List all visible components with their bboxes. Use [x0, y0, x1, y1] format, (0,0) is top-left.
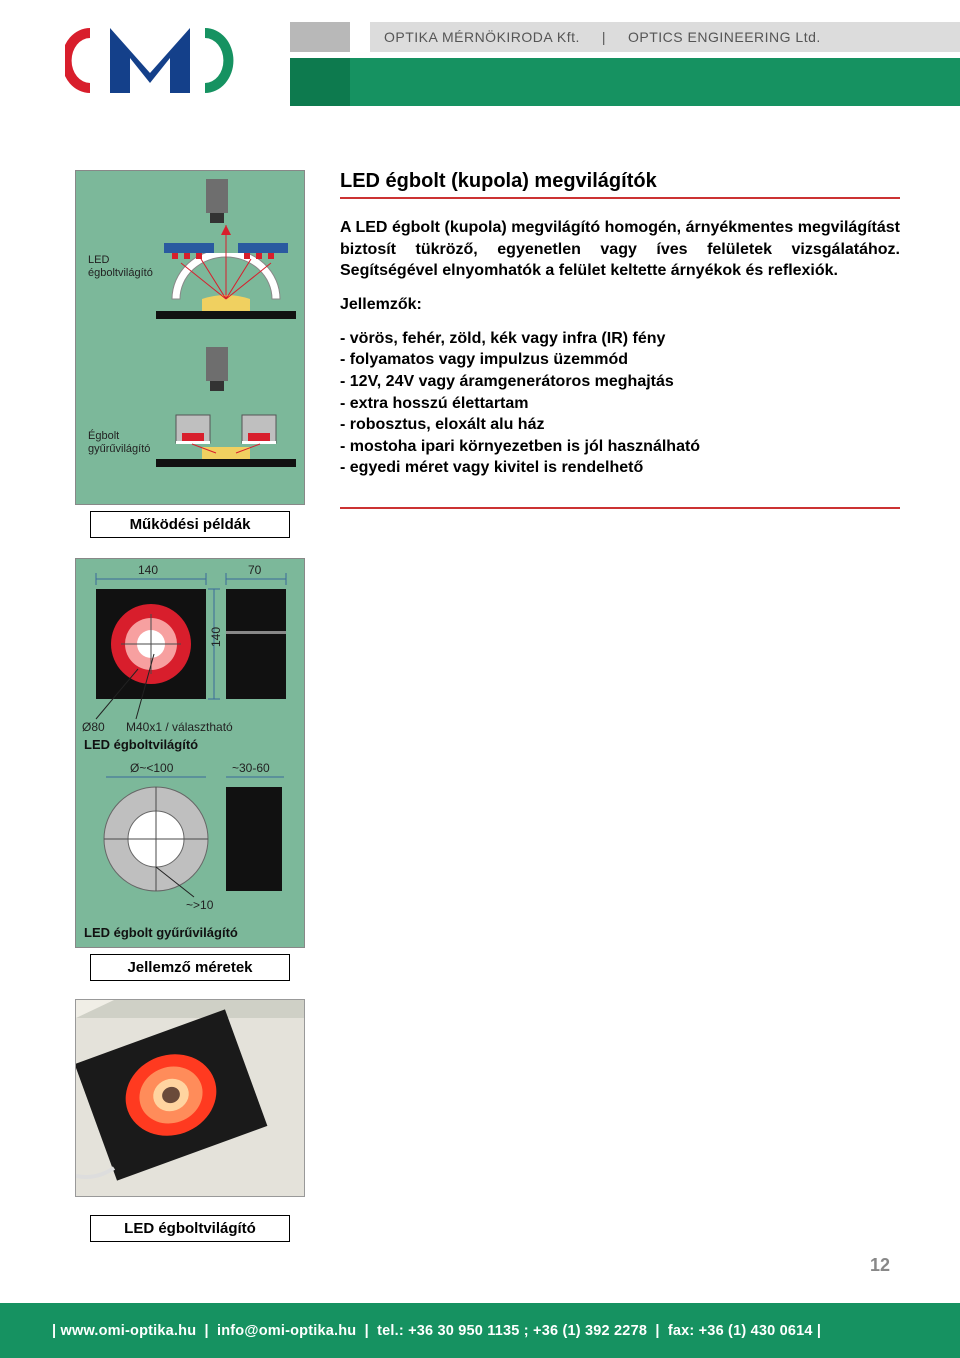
svg-text:140: 140: [138, 563, 158, 577]
feature-item: - folyamatos vagy impulzus üzemmód: [340, 349, 900, 371]
page-number: 12: [870, 1255, 890, 1276]
header-bars: OPTIKA MÉRNÖKIRODA Kft. | OPTICS ENGINEE…: [290, 22, 960, 106]
company-name-en: OPTICS ENGINEERING Ltd.: [628, 29, 821, 45]
svg-text:Ø80: Ø80: [82, 720, 105, 734]
company-logo: [65, 18, 235, 103]
feature-item: - mostoha ipari környezetben is jól hasz…: [340, 436, 900, 458]
features-list: - vörös, fehér, zöld, kék vagy infra (IR…: [340, 328, 900, 479]
svg-text:LED égboltvilágító: LED égboltvilágító: [84, 737, 198, 752]
section-separator: [340, 507, 900, 509]
header-top-bar: OPTIKA MÉRNÖKIRODA Kft. | OPTICS ENGINEE…: [290, 22, 960, 52]
left-column: LED égboltvilágító: [75, 170, 305, 1242]
header-separator: |: [602, 29, 606, 45]
svg-text:LED égbolt gyűrűvilágító: LED égbolt gyűrűvilágító: [84, 925, 238, 940]
page-content: LED égboltvilágító: [0, 170, 960, 1288]
page-title: LED égbolt (kupola) megvilágítók: [340, 170, 900, 199]
working-principle-diagram: LED égboltvilágító: [75, 170, 305, 505]
company-name-hu: OPTIKA MÉRNÖKIRODA Kft.: [384, 29, 580, 45]
feature-item: - robosztus, eloxált alu ház: [340, 414, 900, 436]
feature-item: - 12V, 24V vagy áramgenerátoros meghajtá…: [340, 371, 900, 393]
svg-text:LED: LED: [88, 254, 109, 266]
intro-paragraph: A LED égbolt (kupola) megvilágító homogé…: [340, 217, 900, 282]
right-column: LED égbolt (kupola) megvilágítók A LED é…: [340, 170, 900, 509]
header-tab-gray: [290, 22, 350, 52]
feature-item: - egyedi méret vagy kivitel is rendelhet…: [340, 457, 900, 479]
svg-text:140: 140: [209, 627, 223, 647]
page-header: OPTIKA MÉRNÖKIRODA Kft. | OPTICS ENGINEE…: [0, 0, 960, 120]
svg-text:égboltvilágító: égboltvilágító: [88, 267, 153, 279]
svg-text:70: 70: [248, 563, 262, 577]
photo-caption: LED égboltvilágító: [90, 1215, 290, 1242]
page-footer: | www.omi-optika.hu | info@omi-optika.hu…: [0, 1303, 960, 1358]
svg-text:M40x1 / választható: M40x1 / választható: [126, 720, 233, 734]
svg-text:gyűrűvilágító: gyűrűvilágító: [88, 443, 150, 455]
svg-text:~30-60: ~30-60: [232, 761, 270, 775]
svg-text:Égbolt: Égbolt: [88, 429, 119, 442]
header-green-bar: [290, 58, 960, 106]
dimensions-diagram: 140 70: [75, 558, 305, 948]
header-green-tab: [290, 58, 350, 106]
header-company-text: OPTIKA MÉRNÖKIRODA Kft. | OPTICS ENGINEE…: [370, 22, 960, 52]
diagram-caption: Működési példák: [90, 511, 290, 538]
features-heading: Jellemzők:: [340, 296, 900, 314]
svg-text:~>10: ~>10: [186, 898, 214, 912]
feature-item: - extra hosszú élettartam: [340, 393, 900, 415]
product-photo: [75, 999, 305, 1197]
dimensions-caption: Jellemző méretek: [90, 954, 290, 981]
feature-item: - vörös, fehér, zöld, kék vagy infra (IR…: [340, 328, 900, 350]
svg-text:Ø~<100: Ø~<100: [130, 761, 174, 775]
footer-text: | www.omi-optika.hu | info@omi-optika.hu…: [52, 1323, 821, 1339]
